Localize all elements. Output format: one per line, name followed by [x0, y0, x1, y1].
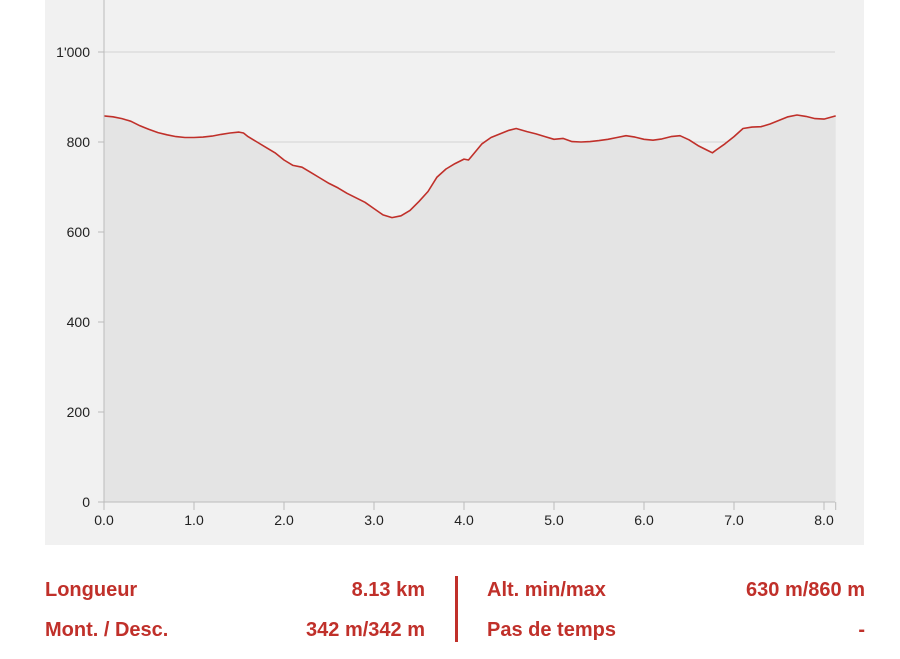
ascent-descent-stat: Mont. / Desc. 342 m/342 m — [45, 615, 425, 645]
ascent-descent-value: 342 m/342 m — [306, 619, 425, 641]
timestep-label: Pas de temps — [487, 619, 616, 641]
ascent-descent-label: Mont. / Desc. — [45, 619, 169, 641]
x-tick-label-8: 8.0 — [814, 512, 834, 528]
elevation-area-fill — [104, 115, 836, 502]
area-layer — [103, 114, 836, 502]
altitude-label: Alt. min/max — [487, 579, 606, 601]
y-tick-label-2: 400 — [67, 314, 91, 330]
x-axis-ticks: 0.0 1.0 2.0 3.0 4.0 5.0 6.0 7.0 8.0 — [94, 502, 837, 528]
y-tick-label-0: 0 — [82, 494, 90, 510]
y-tick-label-4: 800 — [67, 134, 91, 150]
y-axis-ticks: 0 200 400 600 800 1'000 — [56, 44, 104, 510]
axes — [103, 0, 835, 503]
length-label: Longueur — [45, 579, 138, 601]
elevation-profile-chart: 0.0 1.0 2.0 3.0 4.0 5.0 6.0 7.0 8.0 0 200 400 600 80… — [56, 0, 837, 528]
x-tick-label-0: 0.0 — [94, 512, 114, 528]
elevation-line — [103, 114, 836, 219]
timestep-stat: Pas de temps - — [487, 615, 865, 645]
x-tick-label-5: 5.0 — [544, 512, 564, 528]
x-tick-label-7: 7.0 — [724, 512, 744, 528]
y-tick-label-3: 600 — [67, 224, 91, 240]
length-value: 8.13 km — [351, 579, 425, 601]
y-tick-label-5: 1'000 — [56, 44, 90, 60]
timestep-value: - — [858, 619, 865, 641]
altitude-stat: Alt. min/max 630 m/860 m — [487, 575, 865, 605]
stats-divider — [455, 576, 458, 642]
x-tick-label-2: 2.0 — [274, 512, 294, 528]
x-tick-label-1: 1.0 — [184, 512, 204, 528]
altitude-value: 630 m/860 m — [746, 579, 865, 601]
x-tick-label-6: 6.0 — [634, 512, 654, 528]
y-tick-label-1: 200 — [67, 404, 91, 420]
x-tick-label-3: 3.0 — [364, 512, 384, 528]
length-stat: Longueur 8.13 km — [45, 575, 425, 605]
route-statistics: Longueur 8.13 km Mont. / Desc. 342 m/342… — [45, 572, 865, 644]
x-tick-label-4: 4.0 — [454, 512, 474, 528]
